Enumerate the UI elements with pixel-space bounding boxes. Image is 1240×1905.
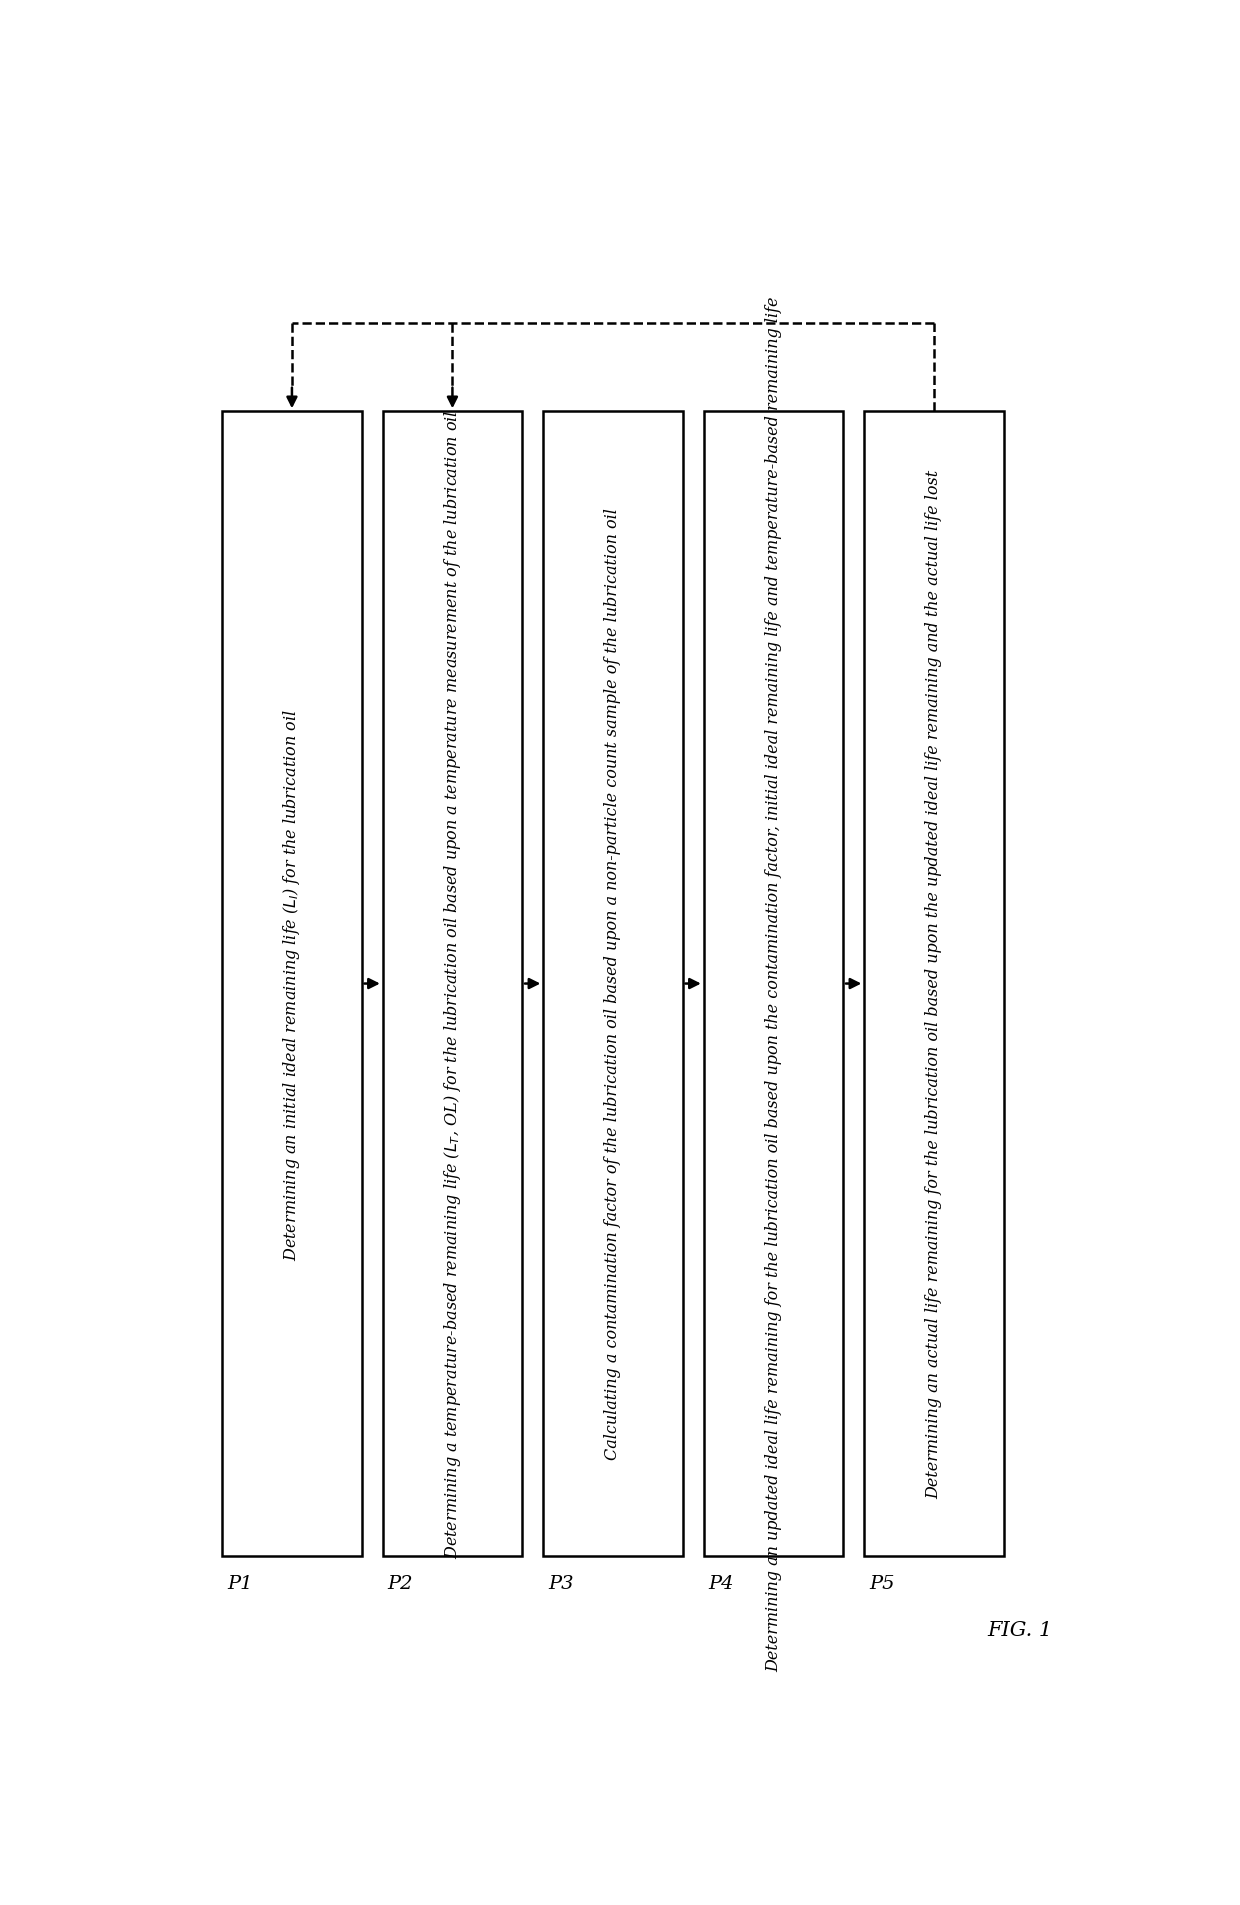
Text: P1: P1 [227, 1574, 253, 1593]
Bar [543, 411, 682, 1556]
Text: Determining a temperature-based remaining life ($L_T$, OL) for the lubrication o: Determining a temperature-based remainin… [441, 410, 463, 1558]
Text: Determining an actual life remaining for the lubrication oil based upon the upda: Determining an actual life remaining for… [925, 471, 942, 1499]
Bar [383, 411, 522, 1556]
Bar [222, 411, 362, 1556]
Text: Determining an initial ideal remaining life ($L_I$) for the lubrication oil: Determining an initial ideal remaining l… [281, 709, 303, 1259]
Text: P2: P2 [388, 1574, 413, 1593]
Text: P3: P3 [548, 1574, 574, 1593]
Bar [704, 411, 843, 1556]
Text: Determining an updated ideal life remaining for the lubrication oil based upon t: Determining an updated ideal life remain… [765, 297, 782, 1671]
Text: Calculating a contamination factor of the lubrication oil based upon a non-parti: Calculating a contamination factor of th… [604, 509, 621, 1459]
Text: P5: P5 [869, 1574, 894, 1593]
Bar [864, 411, 1003, 1556]
Text: P4: P4 [708, 1574, 734, 1593]
Text: FIG. 1: FIG. 1 [987, 1619, 1053, 1638]
